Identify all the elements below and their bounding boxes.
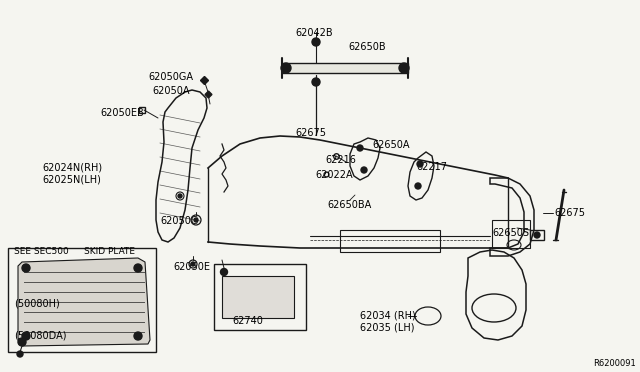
Text: 62050GA: 62050GA: [148, 72, 193, 82]
Text: 62217: 62217: [416, 162, 447, 172]
Circle shape: [357, 145, 363, 151]
Text: 62034 (RH): 62034 (RH): [360, 310, 416, 320]
Circle shape: [415, 183, 421, 189]
Text: 62025N(LH): 62025N(LH): [42, 174, 101, 184]
Text: 62050EB: 62050EB: [100, 108, 144, 118]
Bar: [222, 276, 294, 318]
Circle shape: [178, 194, 182, 198]
Text: 62035 (LH): 62035 (LH): [360, 323, 415, 333]
Bar: [282, 63, 408, 73]
Polygon shape: [18, 258, 150, 346]
Text: SEE SEC500: SEE SEC500: [14, 247, 68, 256]
Circle shape: [221, 269, 227, 276]
Circle shape: [134, 264, 142, 272]
Text: 62050E: 62050E: [173, 262, 210, 272]
Text: (50080DA): (50080DA): [14, 330, 67, 340]
Circle shape: [399, 63, 409, 73]
Text: 62675: 62675: [295, 128, 326, 138]
Text: 62042B: 62042B: [295, 28, 333, 38]
Text: 62024N(RH): 62024N(RH): [42, 162, 102, 172]
Circle shape: [281, 63, 291, 73]
Circle shape: [17, 351, 23, 357]
Text: 62022A: 62022A: [315, 170, 353, 180]
Circle shape: [534, 232, 540, 238]
Bar: [492, 220, 530, 248]
Text: (50080H): (50080H): [14, 298, 60, 308]
Circle shape: [361, 167, 367, 173]
Text: 62650BA: 62650BA: [327, 200, 371, 210]
Text: 62650A: 62650A: [372, 140, 410, 150]
Text: SKID PLATE: SKID PLATE: [84, 247, 135, 256]
Bar: [530, 230, 544, 240]
Text: 62216: 62216: [325, 155, 356, 165]
Text: 62650S: 62650S: [492, 228, 529, 238]
Circle shape: [134, 332, 142, 340]
Text: R6200091: R6200091: [593, 359, 636, 368]
Circle shape: [191, 262, 195, 266]
Text: 62740: 62740: [232, 316, 263, 326]
Circle shape: [312, 78, 320, 86]
Bar: [214, 264, 306, 330]
Text: 62050G: 62050G: [160, 216, 198, 226]
Circle shape: [312, 38, 320, 46]
Circle shape: [22, 264, 30, 272]
Bar: [8, 248, 156, 352]
Bar: [340, 230, 440, 252]
Circle shape: [22, 332, 30, 340]
Circle shape: [18, 338, 26, 346]
Text: 62675: 62675: [554, 208, 585, 218]
Text: 62650B: 62650B: [348, 42, 386, 52]
Text: 62050A: 62050A: [152, 86, 189, 96]
Circle shape: [417, 161, 423, 167]
Circle shape: [194, 218, 198, 222]
